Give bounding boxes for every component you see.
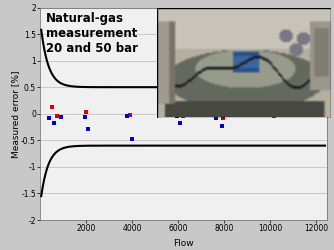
Point [86,126,91,130]
X-axis label: Flow: Flow [173,239,194,248]
Y-axis label: Measured error [%]: Measured error [%] [11,70,20,158]
Point [178,108,183,112]
Point [84,110,89,114]
Point [129,137,135,141]
Point [51,121,56,125]
Point [272,114,277,118]
Point [127,113,132,117]
Point [219,124,224,128]
Point [213,116,218,120]
Point [214,100,220,104]
Point [125,114,130,118]
Point [47,116,52,120]
Bar [157,8,331,117]
Text: Natural-gas
measurement
20 and 50 bar: Natural-gas measurement 20 and 50 bar [46,12,138,55]
Point [220,116,225,120]
Point [58,116,63,119]
Point [221,114,226,118]
Point [178,121,183,125]
Point [49,105,54,109]
Point [180,114,185,118]
Point [174,114,179,118]
Point [299,105,305,109]
Point [82,116,88,119]
Point [55,114,60,118]
Point [290,105,296,109]
